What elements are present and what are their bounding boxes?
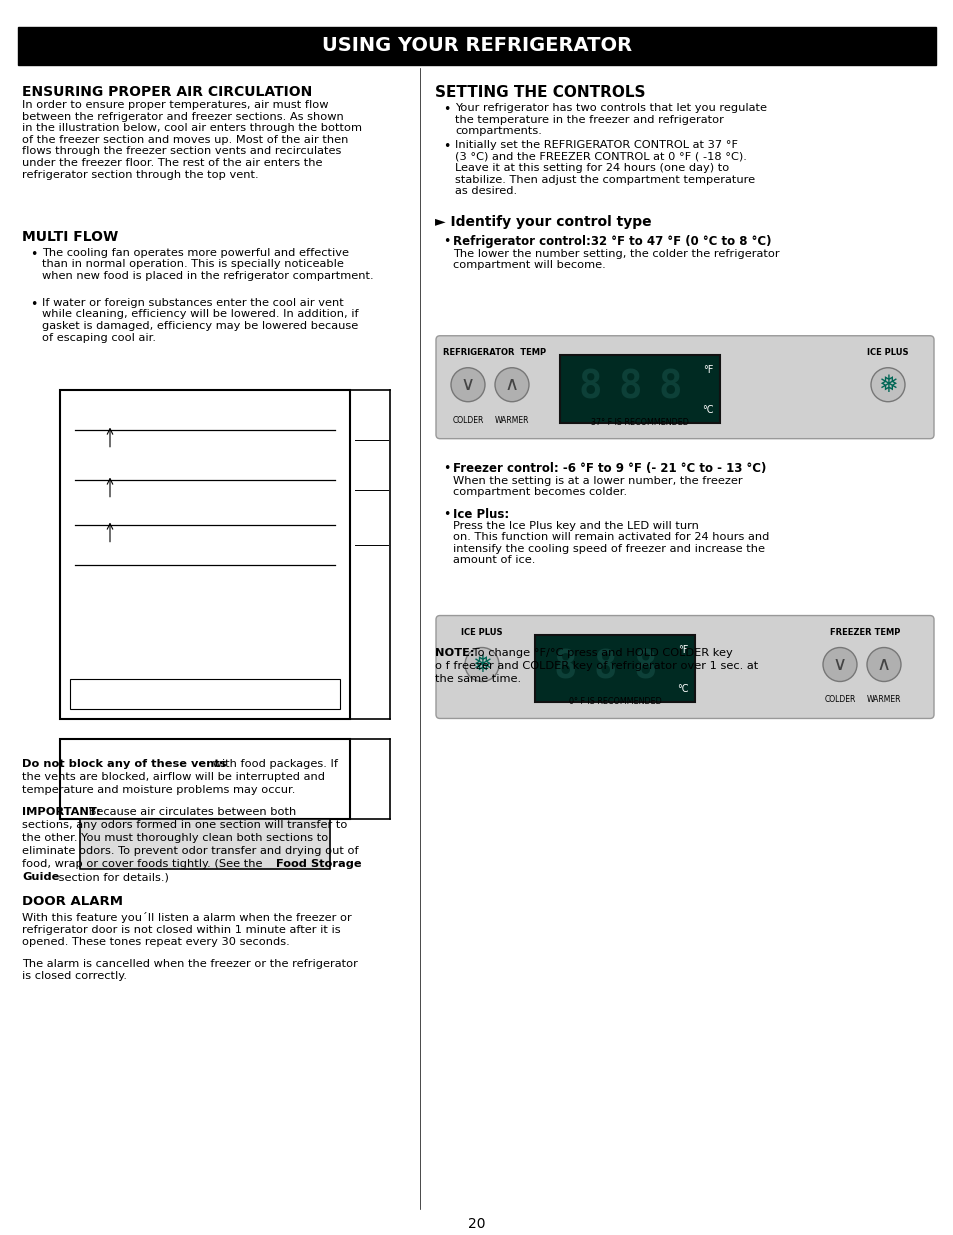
Bar [535, 635, 695, 703]
Text: ICE PLUS: ICE PLUS [460, 627, 502, 636]
Text: 8: 8 [633, 648, 656, 687]
Text: 8: 8 [618, 369, 641, 406]
Text: •: • [442, 103, 450, 116]
Text: To change °F/°C press and HOLD COLDER key: To change °F/°C press and HOLD COLDER ke… [469, 647, 732, 657]
Text: 8: 8 [593, 648, 616, 687]
Text: °C: °C [677, 684, 688, 694]
Text: ∨: ∨ [832, 655, 846, 674]
Bar [60, 740, 350, 819]
Text: IMPORTANT:: IMPORTANT: [22, 808, 101, 818]
Text: eliminate odors. To prevent odor transfer and drying out of: eliminate odors. To prevent odor transfe… [22, 846, 358, 856]
Circle shape [870, 368, 904, 401]
Text: Guide: Guide [22, 872, 59, 882]
Text: USING YOUR REFRIGERATOR: USING YOUR REFRIGERATOR [321, 37, 632, 56]
Circle shape [822, 647, 856, 682]
Text: The lower the number setting, the colder the refrigerator
compartment will becom: The lower the number setting, the colder… [453, 248, 779, 270]
Text: 0° F IS RECOMMENDED: 0° F IS RECOMMENDED [568, 698, 660, 706]
Bar [559, 354, 720, 422]
Text: NOTE:: NOTE: [435, 647, 474, 657]
Circle shape [866, 647, 900, 682]
Text: •: • [442, 235, 450, 248]
Text: ► Identify your control type: ► Identify your control type [435, 215, 651, 228]
Text: Press the Ice Plus key and the LED will turn
on. This function will remain activ: Press the Ice Plus key and the LED will … [453, 521, 768, 566]
Text: Initially set the REFRIGERATOR CONTROL at 37 °F
(3 °C) and the FREEZER CONTROL a: Initially set the REFRIGERATOR CONTROL a… [455, 140, 755, 196]
Bar [60, 390, 350, 720]
Text: with food packages. If: with food packages. If [209, 760, 337, 769]
Text: •: • [442, 508, 450, 521]
Text: Do not block any of these vents: Do not block any of these vents [22, 760, 226, 769]
Text: WARMER: WARMER [495, 416, 529, 425]
Text: 37° F IS RECOMMENDED: 37° F IS RECOMMENDED [591, 417, 688, 426]
Text: temperature and moisture problems may occur.: temperature and moisture problems may oc… [22, 785, 295, 795]
Text: the same time.: the same time. [435, 673, 520, 683]
Text: 20: 20 [468, 1218, 485, 1231]
Text: °C: °C [701, 405, 713, 415]
Text: ∨: ∨ [460, 375, 475, 394]
Text: sections, any odors formed in one section will transfer to: sections, any odors formed in one sectio… [22, 820, 347, 830]
Text: COLDER: COLDER [452, 416, 483, 425]
FancyBboxPatch shape [436, 336, 933, 438]
Text: 8: 8 [658, 369, 681, 406]
Text: 8: 8 [578, 369, 601, 406]
Text: ∧: ∧ [504, 375, 518, 394]
Text: section for details.): section for details.) [55, 872, 169, 882]
Text: ❅: ❅ [877, 373, 897, 396]
Bar [18, 27, 935, 65]
Text: The cooling fan operates more powerful and effective
than in normal operation. T: The cooling fan operates more powerful a… [42, 248, 374, 282]
Text: Because air circulates between both: Because air circulates between both [85, 808, 296, 818]
Text: With this feature you´ll listen a alarm when the freezer or
refrigerator door is: With this feature you´ll listen a alarm … [22, 913, 352, 946]
Text: COLDER: COLDER [823, 695, 855, 704]
Circle shape [464, 647, 498, 682]
Text: Food Storage: Food Storage [272, 860, 361, 869]
Text: Freezer control: -6 °F to 9 °F (- 21 °C to - 13 °C): Freezer control: -6 °F to 9 °F (- 21 °C … [453, 462, 765, 474]
Text: the vents are blocked, airflow will be interrupted and: the vents are blocked, airflow will be i… [22, 772, 325, 783]
Text: •: • [30, 248, 37, 261]
Text: 8: 8 [553, 648, 576, 687]
Circle shape [495, 368, 529, 401]
Text: ❅: ❅ [472, 652, 492, 677]
Text: Your refrigerator has two controls that let you regulate
the temperature in the : Your refrigerator has two controls that … [455, 103, 766, 136]
Text: ICE PLUS: ICE PLUS [866, 348, 908, 357]
Text: °F: °F [678, 645, 688, 655]
Bar [80, 819, 330, 869]
Text: °F: °F [703, 364, 713, 374]
Text: FREEZER TEMP: FREEZER TEMP [829, 627, 900, 636]
Text: MULTI FLOW: MULTI FLOW [22, 230, 118, 243]
Text: •: • [30, 298, 37, 311]
Text: Ice Plus:: Ice Plus: [453, 508, 509, 521]
Text: ENSURING PROPER AIR CIRCULATION: ENSURING PROPER AIR CIRCULATION [22, 85, 312, 99]
Text: WARMER: WARMER [866, 695, 901, 704]
Text: REFRIGERATOR  TEMP: REFRIGERATOR TEMP [443, 348, 546, 357]
Text: In order to ensure proper temperatures, air must flow
between the refrigerator a: In order to ensure proper temperatures, … [22, 100, 361, 179]
Text: If water or foreign substances enter the cool air vent
while cleaning, efficienc: If water or foreign substances enter the… [42, 298, 358, 342]
Text: ∧: ∧ [876, 655, 890, 674]
Text: food, wrap or cover foods tightly. (See the: food, wrap or cover foods tightly. (See … [22, 860, 262, 869]
Text: DOOR ALARM: DOOR ALARM [22, 895, 123, 908]
Text: the other. You must thoroughly clean both sections to: the other. You must thoroughly clean bot… [22, 834, 328, 844]
Text: SETTING THE CONTROLS: SETTING THE CONTROLS [435, 85, 645, 100]
Text: The alarm is cancelled when the freezer or the refrigerator
is closed correctly.: The alarm is cancelled when the freezer … [22, 960, 357, 981]
Text: •: • [442, 462, 450, 474]
Text: o f freezer and COLDER key of refrigerator over 1 sec. at: o f freezer and COLDER key of refrigerat… [435, 661, 758, 671]
Text: Refrigerator control:32 °F to 47 °F (0 °C to 8 °C): Refrigerator control:32 °F to 47 °F (0 °… [453, 235, 771, 248]
Circle shape [451, 368, 484, 401]
Text: •: • [442, 140, 450, 153]
Bar [70, 679, 339, 709]
FancyBboxPatch shape [436, 615, 933, 719]
Text: When the setting is at a lower number, the freezer
compartment becomes colder.: When the setting is at a lower number, t… [453, 475, 741, 498]
